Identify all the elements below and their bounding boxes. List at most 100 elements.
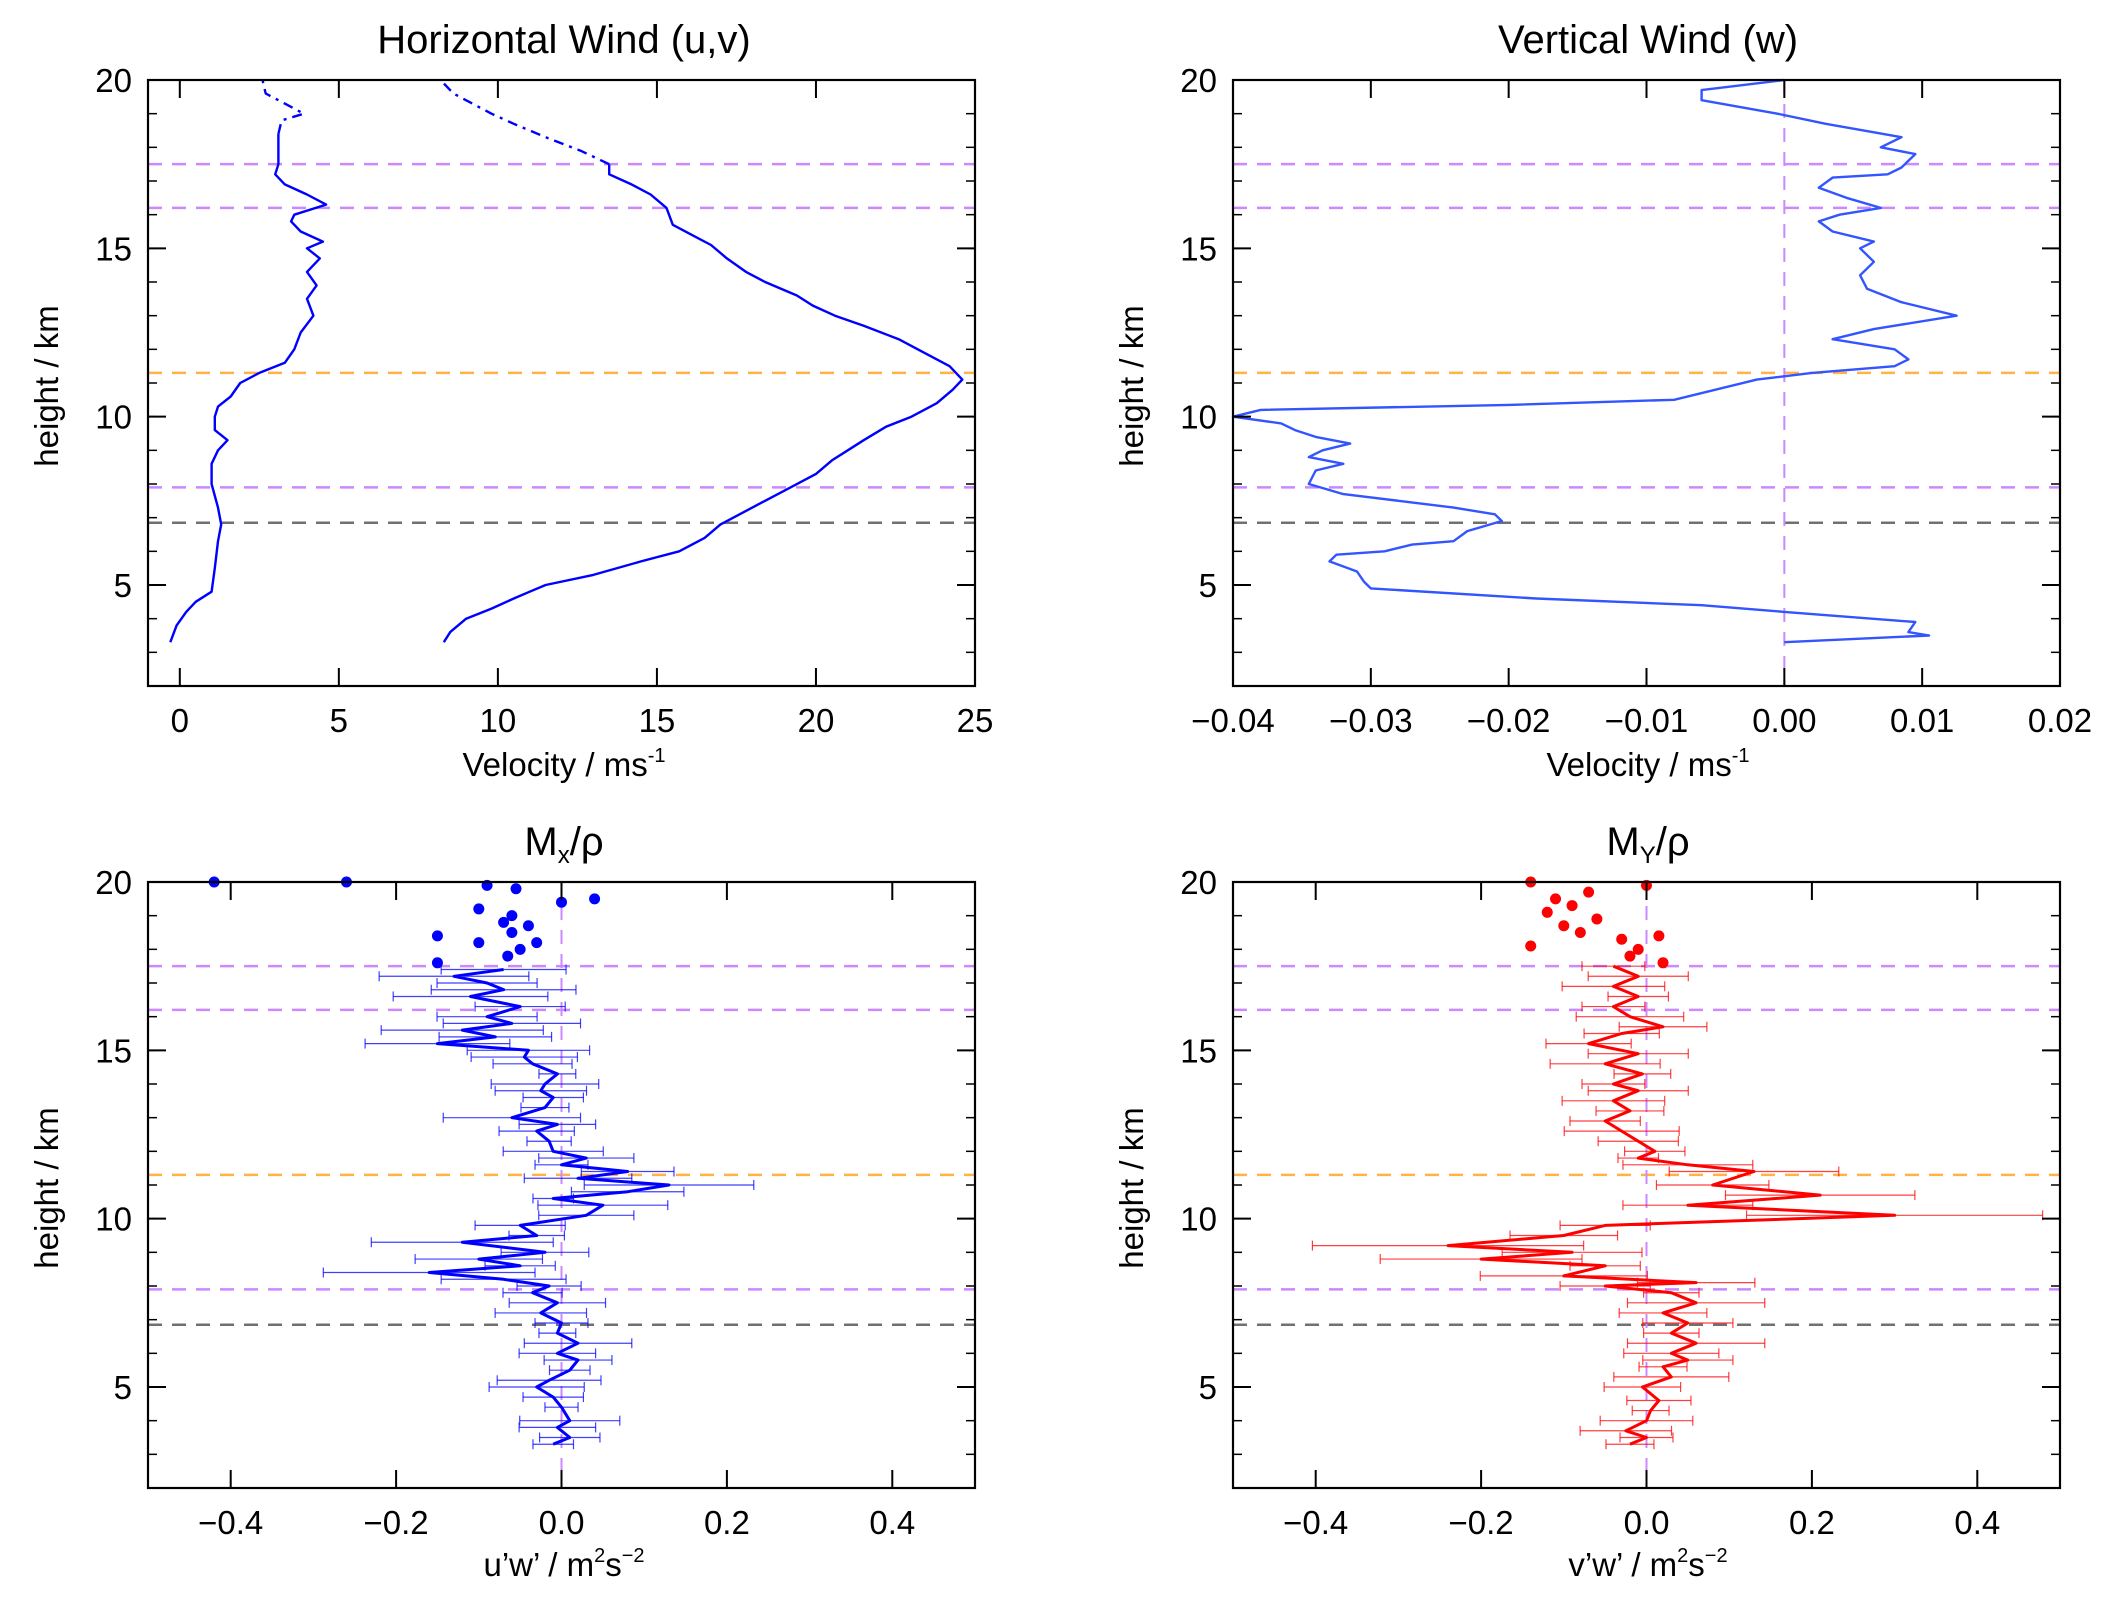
data-point — [506, 910, 518, 922]
y-axis-label: height / km — [28, 1107, 65, 1268]
x-axis-label-text: v’w’ / m — [1568, 1546, 1677, 1583]
plot-layer: −0.4 −0.2 0.0 0.2 0.4 5 10 15 20 — [1180, 864, 2062, 1541]
data-point — [1624, 950, 1636, 962]
y-tick-label: 5 — [1199, 1369, 1217, 1406]
y-tick-label: 15 — [95, 230, 132, 267]
data-point — [1574, 927, 1586, 938]
data-point — [1550, 893, 1562, 905]
x-tick-label: −0.4 — [198, 1504, 263, 1541]
data-point — [1653, 930, 1665, 942]
series-line-v-upper — [261, 79, 306, 135]
x-axis-label-sup1: 2 — [1677, 1545, 1688, 1567]
x-axis-label-text: Velocity / ms — [1546, 746, 1731, 783]
chart-title: Vertical Wind (w) — [1498, 18, 1798, 62]
x-axis-label-sup: -1 — [648, 745, 666, 767]
x-axis-label-sup2: −2 — [1705, 1545, 1728, 1567]
x-axis-label: v’w’ / m2s−2 — [1568, 1545, 1727, 1583]
x-tick-label: 0.02 — [2028, 702, 2092, 739]
data-point — [510, 883, 522, 895]
x-axis-label: Velocity / ms-1 — [1546, 745, 1749, 783]
panel-vertical-wind: Vertical Wind (w) height / km Velocity /… — [1113, 18, 2092, 783]
data-point — [556, 896, 567, 908]
x-tick-label: 20 — [798, 702, 835, 739]
x-tick-label: 0.00 — [1752, 702, 1816, 739]
title-tail: /ρ — [1656, 820, 1690, 864]
y-tick-label: 15 — [95, 1032, 132, 1069]
data-point — [506, 927, 518, 938]
data-point — [1525, 940, 1537, 952]
y-tick-label: 10 — [95, 399, 132, 436]
y-tick-label: 15 — [1180, 1032, 1217, 1069]
x-tick-label: 0.2 — [704, 1504, 750, 1541]
y-tick-label: 15 — [1180, 230, 1217, 267]
y-tick-label: 5 — [114, 567, 132, 604]
x-tick-label: 10 — [480, 702, 517, 739]
x-axis-label: u’w’ / m2s−2 — [483, 1545, 644, 1583]
series-line-w — [1231, 78, 1958, 644]
data-point — [514, 943, 526, 955]
series-line-u-upper — [439, 79, 610, 166]
y-tick-label: 5 — [1199, 567, 1217, 604]
x-axis-label-text: u’w’ / m — [483, 1546, 594, 1583]
y-tick-label: 20 — [1180, 62, 1217, 99]
title-tail: /ρ — [570, 820, 604, 864]
title-sub: x — [558, 842, 570, 869]
x-axis-label: Velocity / ms-1 — [462, 745, 665, 783]
panel-mx-rho: Mx/ρ height / km u’w’ / m2s−2 −0.4 −0.2 0.… — [28, 820, 977, 1583]
x-tick-label: 0.0 — [539, 1504, 585, 1541]
x-tick-label: −0.2 — [364, 1504, 429, 1541]
series-line-v — [169, 133, 328, 643]
data-point — [589, 893, 601, 905]
y-tick-label: 20 — [95, 864, 132, 901]
x-tick-label: −0.04 — [1191, 702, 1275, 739]
chart-title: MY/ρ — [1606, 820, 1689, 869]
x-axis-label-sup2: −2 — [622, 1545, 645, 1567]
data-point — [431, 957, 443, 969]
data-point — [522, 920, 534, 932]
x-tick-label: 0.4 — [1954, 1504, 2000, 1541]
data-point — [1566, 900, 1578, 912]
y-tick-label: 20 — [1180, 864, 1217, 901]
chart-title: Mx/ρ — [524, 820, 603, 869]
data-point — [1583, 886, 1595, 898]
data-point — [1632, 943, 1644, 955]
x-tick-label: 0.0 — [1624, 1504, 1670, 1541]
x-tick-label: 0.2 — [1789, 1504, 1835, 1541]
data-point — [1657, 957, 1669, 969]
x-axis-label-mid: s — [1688, 1546, 1705, 1583]
x-tick-label: 5 — [330, 702, 348, 739]
y-tick-label: 10 — [95, 1201, 132, 1238]
series-line-u — [442, 164, 964, 643]
x-tick-label: −0.02 — [1467, 702, 1551, 739]
title-sub: Y — [1640, 842, 1656, 869]
y-axis-label: height / km — [1113, 1107, 1150, 1268]
x-tick-label: 0 — [171, 702, 189, 739]
x-tick-label: 0.4 — [869, 1504, 915, 1541]
title-main: M — [524, 820, 557, 864]
x-axis-label-sup1: 2 — [594, 1545, 605, 1567]
y-axis-label: height / km — [1113, 305, 1150, 466]
data-point — [473, 937, 485, 949]
x-axis-label-mid: s — [605, 1546, 622, 1583]
y-axis-label: height / km — [28, 305, 65, 466]
y-tick-label: 5 — [114, 1369, 132, 1406]
data-point — [473, 903, 485, 915]
x-axis-label-text: Velocity / ms — [462, 746, 647, 783]
data-point — [502, 950, 514, 962]
x-tick-label: −0.2 — [1449, 1504, 1514, 1541]
data-point — [498, 916, 510, 928]
plot-layer: 0 5 10 15 20 25 5 10 15 20 — [95, 62, 993, 739]
x-tick-label: 25 — [957, 702, 994, 739]
y-tick-label: 20 — [95, 62, 132, 99]
data-point — [1558, 920, 1570, 932]
title-main: M — [1606, 820, 1639, 864]
x-tick-label: −0.03 — [1329, 702, 1413, 739]
data-point — [431, 930, 443, 942]
plot-frame — [1231, 78, 2062, 688]
x-tick-label: 15 — [639, 702, 676, 739]
x-axis-label-sup: -1 — [1732, 745, 1750, 767]
plot-layer: −0.04 −0.03 −0.02 −0.01 0.00 0.01 0.02 5 10 15 20 — [1180, 62, 2092, 739]
data-point — [1591, 913, 1603, 925]
data-point — [1541, 906, 1553, 918]
